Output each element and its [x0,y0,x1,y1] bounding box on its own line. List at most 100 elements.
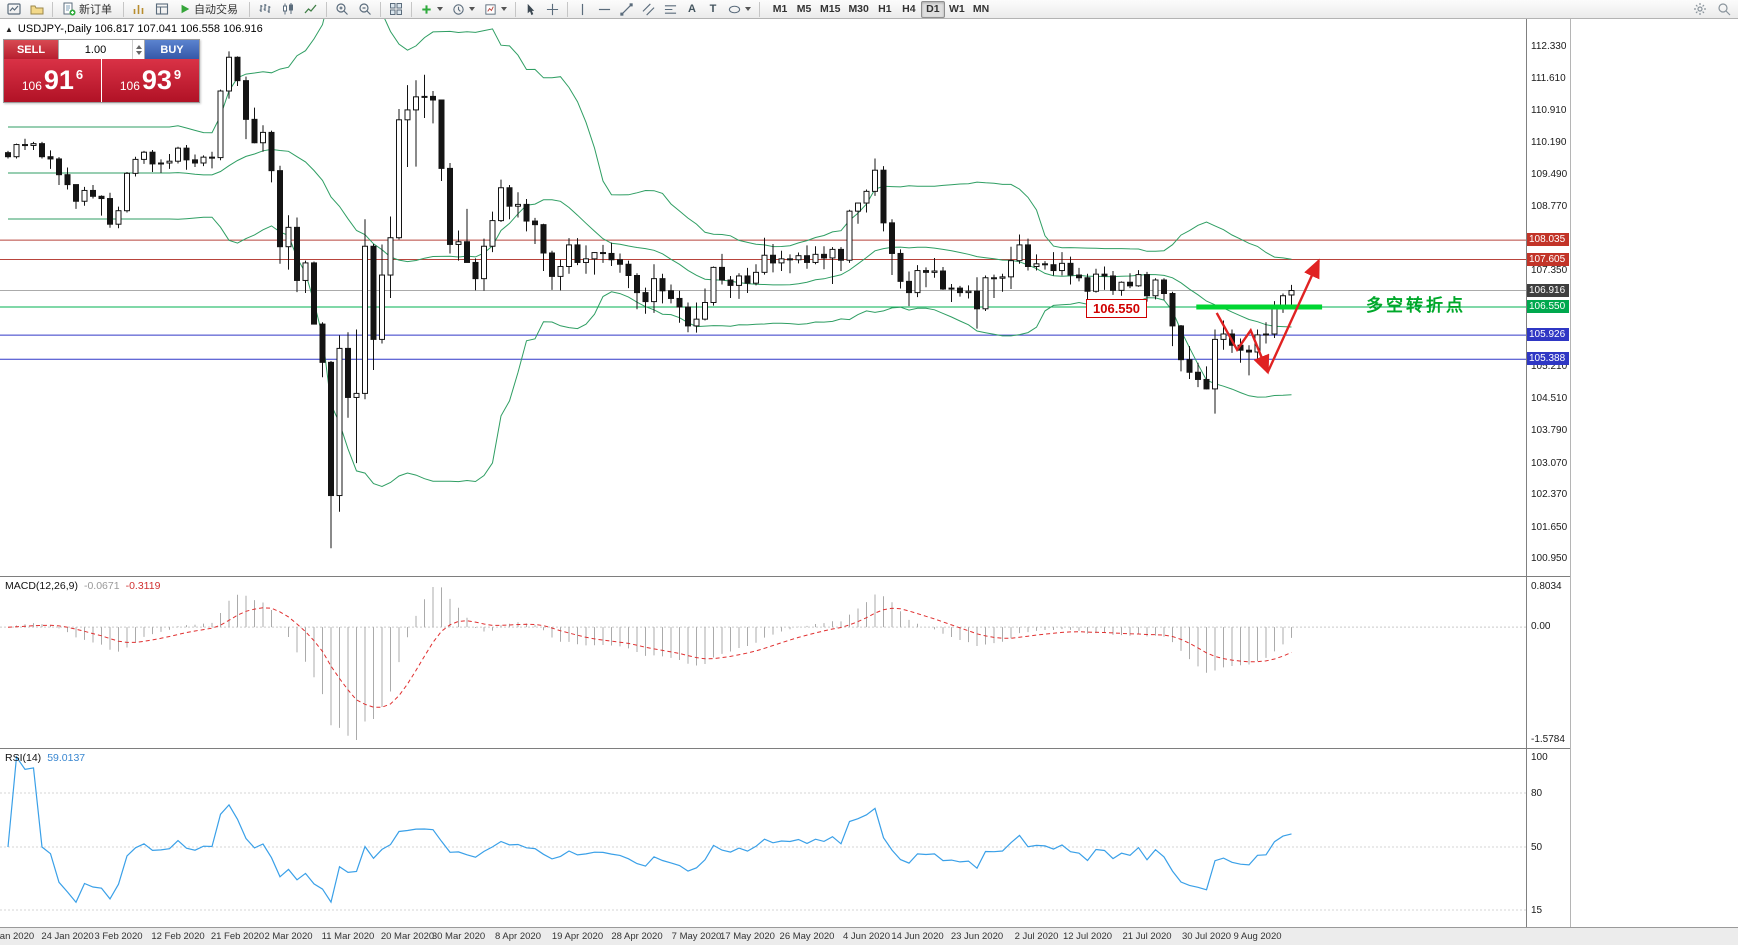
rsi-canvas[interactable] [0,749,1570,927]
timeframe-m5-button[interactable]: M5 [792,1,816,18]
gear-button[interactable] [1689,1,1711,18]
price-axis-label: 101.650 [1531,521,1568,533]
right-empty-pane [1570,19,1738,927]
buy-price-main: 93 [141,65,172,95]
channel-icon [642,3,655,16]
date-axis-label: 11 Mar 2020 [321,931,375,942]
macd-label: MACD(12,26,9) -0.0671 -0.3119 [5,580,160,592]
price-axis-label: 105.210 [1531,361,1568,373]
lot-increase-icon[interactable] [135,44,142,49]
date-axis-label: 17 May 2020 [720,931,775,942]
date-axis-label: 8 Apr 2020 [495,931,541,942]
horizontal-line-tool-button[interactable] [594,1,615,18]
toolbar-separator [249,1,250,17]
buy-price-prefix: 106 [119,78,140,93]
macd-value-signal: -0.3119 [125,580,161,592]
date-axis-label: 2 Mar 2020 [264,931,313,942]
fibonacci-tool-button[interactable] [660,1,681,18]
cursor-tool-button[interactable] [520,1,541,18]
main-toolbar: 新订单 自动交易 A T M1 M5 M15 M30 H1 H4 D1 W1 MN [0,0,1738,19]
timeframe-m15-button[interactable]: M15 [816,1,844,18]
timeframe-mn-button[interactable]: MN [969,1,993,18]
price-axis-label: 100.950 [1531,553,1568,564]
macd-canvas[interactable] [0,577,1570,748]
lot-decrease-icon[interactable] [135,50,142,55]
one-click-trading-panel: SELL BUY 106 91 6 [3,39,200,103]
autotrading-button[interactable]: 自动交易 [174,1,245,18]
timeframe-m30-button[interactable]: M30 [844,1,872,18]
timeframe-m1-button[interactable]: M1 [768,1,792,18]
line-chart-icon [304,2,318,16]
date-axis-label: 7 May 2020 [671,931,722,942]
channel-tool-button[interactable] [638,1,659,18]
line-chart-button[interactable] [300,1,322,18]
zoom-in-button[interactable] [331,1,353,18]
collapse-panel-icon[interactable]: ▲ [5,24,13,34]
support-price-label[interactable]: 106.550 [1086,299,1147,318]
date-axis-label: 28 Apr 2020 [611,931,663,942]
market-watch-button[interactable] [128,1,150,18]
price-chart-canvas[interactable] [0,19,1570,576]
bar-chart-button[interactable] [254,1,276,18]
sell-price-main: 91 [43,65,74,95]
price-line-label: 106.550 [1527,300,1569,313]
indicators-add-button[interactable] [416,1,447,18]
lot-size-input[interactable] [59,43,132,56]
toolbar-separator [52,1,53,17]
toolbar-separator [515,1,516,17]
price-axis-label: 108.770 [1531,201,1568,213]
new-order-button[interactable]: 新订单 [57,1,119,18]
new-chart-button[interactable] [3,1,25,18]
zoom-out-button[interactable] [354,1,376,18]
date-axis-label: 30 Mar 2020 [431,931,486,942]
rsi-axis-label: 100 [1531,752,1548,763]
timeframe-w1-button[interactable]: W1 [945,1,969,18]
bollinger-upper-band [8,19,1292,260]
new-order-label: 新订单 [79,4,112,16]
timeframe-d1-button[interactable]: D1 [920,0,945,18]
data-window-button[interactable] [151,1,173,18]
candles-group [5,51,1295,549]
price-axis-label: 110.910 [1531,104,1567,116]
search-button[interactable] [1713,1,1735,18]
price-axis-label: 104.510 [1531,392,1568,404]
usdjpy-chart-window[interactable]: ▲ USDJPY-,Daily 106.817 107.041 106.558 … [0,19,1570,927]
rsi-axis-label: 15 [1531,905,1543,916]
tile-windows-button[interactable] [385,1,407,18]
sell-price-button[interactable]: 106 91 6 [4,59,102,102]
crosshair-icon [546,3,559,16]
macd-panel[interactable]: MACD(12,26,9) -0.0671 -0.3119 0.8034 0.00… [0,576,1570,748]
templates-button[interactable] [480,1,511,18]
date-axis-label: 26 May 2020 [779,931,835,942]
macd-axis-label: -1.5784 [1531,734,1565,745]
rsi-label: RSI(14) 59.0137 [5,752,85,764]
turning-point-text[interactable]: 多空转折点 [1366,296,1466,315]
price-chart-panel[interactable]: ▲ USDJPY-,Daily 106.817 107.041 106.558 … [0,19,1570,576]
profiles-folder-icon [30,2,44,16]
price-line-label: 108.035 [1527,233,1569,247]
up-trend-arrow [1266,258,1320,373]
trendline-tool-button[interactable] [616,1,637,18]
price-axis-label: 111.610 [1531,73,1566,85]
profiles-button[interactable] [26,1,48,18]
date-axis-label: 3 Feb 2020 [94,931,143,942]
candlestick-chart-icon [281,2,295,16]
periods-button[interactable] [448,1,479,18]
macd-axis-label: 0.00 [1531,621,1551,633]
sell-header-button[interactable]: SELL [4,40,58,59]
vertical-line-tool-button[interactable] [572,1,593,18]
bar-chart-icon [258,2,272,16]
date-axis-label: 14 Jun 2020 [891,931,944,942]
shapes-tool-button[interactable] [724,1,755,18]
market-watch-icon [132,2,146,16]
rsi-panel[interactable]: RSI(14) 59.0137 100 80 50 15 [0,748,1570,927]
label-tool-button[interactable]: T [703,1,723,18]
timeframe-h1-button[interactable]: H1 [873,1,897,18]
text-tool-button[interactable]: A [682,1,702,18]
crosshair-tool-button[interactable] [542,1,563,18]
buy-header-button[interactable]: BUY [145,40,199,59]
candlestick-chart-button[interactable] [277,1,299,18]
buy-price-button[interactable]: 106 93 9 [102,59,199,102]
timeframe-h4-button[interactable]: H4 [897,1,921,18]
